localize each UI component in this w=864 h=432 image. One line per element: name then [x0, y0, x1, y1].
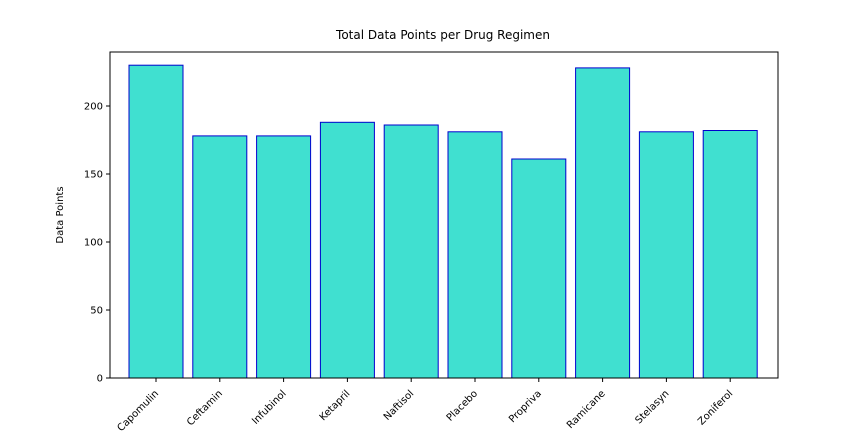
- bar-propriva: [511, 158, 567, 379]
- x-tick-label: Naftisol: [382, 388, 416, 422]
- y-axis: 0 50 100 150 200: [84, 102, 110, 385]
- x-tick-label: Zoniferol: [696, 388, 735, 427]
- bar-placebo: [447, 131, 503, 379]
- x-tick-label: Infubinol: [250, 388, 289, 427]
- x-tick-label: Ketapril: [318, 388, 353, 423]
- bar-zoniferol: [702, 130, 758, 379]
- bar-ketapril: [319, 121, 375, 379]
- plot-frame: [109, 51, 779, 379]
- y-tick-label: 100: [84, 238, 103, 249]
- bar-naftisol: [383, 124, 439, 379]
- y-tick-label: 0: [97, 374, 103, 385]
- x-tick-label: Capomulin: [115, 388, 161, 432]
- y-tick-label: 50: [90, 306, 103, 317]
- bar-infubinol: [256, 135, 312, 379]
- bar-stelasyn: [638, 131, 694, 379]
- x-axis: Capomulin Ceftamin Infubinol Ketapril Naftis…: [115, 378, 735, 432]
- x-tick-label: Ramicane: [565, 388, 608, 431]
- x-tick-label: Stelasyn: [633, 388, 671, 426]
- y-axis-label: Data Points: [55, 186, 66, 243]
- bar-ceftamin: [192, 135, 248, 379]
- bars-layer: [128, 64, 758, 379]
- x-tick-label: Propriva: [507, 388, 544, 425]
- x-tick-label: Ceftamin: [185, 388, 225, 428]
- y-tick-label: 150: [84, 170, 103, 181]
- bar-capomulin: [128, 64, 184, 379]
- chart-title: Total Data Points per Drug Regimen: [335, 28, 550, 42]
- x-tick-label: Placebo: [445, 388, 480, 423]
- bar-ramicane: [575, 67, 631, 379]
- y-tick-label: 200: [84, 102, 103, 113]
